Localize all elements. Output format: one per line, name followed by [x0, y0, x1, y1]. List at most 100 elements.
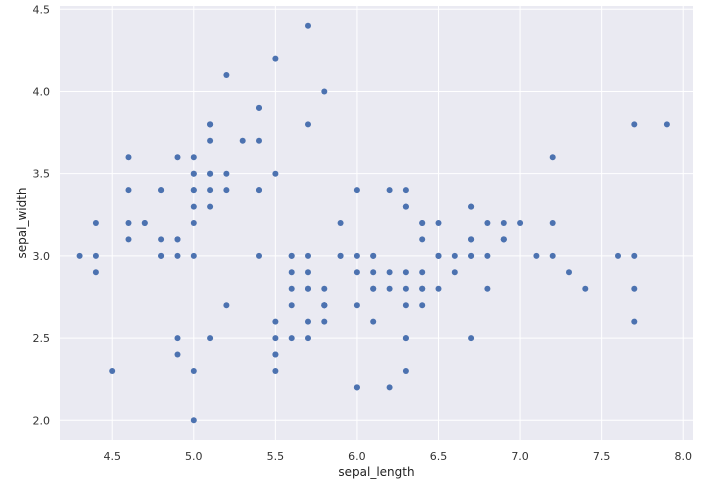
- data-point: [288, 335, 295, 342]
- x-tick-labels: 4.5 5.0 5.5 6.0 6.5 7.0 7.5 8.0: [103, 450, 692, 463]
- data-point: [305, 22, 311, 29]
- data-point: [190, 203, 197, 210]
- data-point: [484, 220, 491, 226]
- data-point: [451, 252, 458, 259]
- data-point: [272, 170, 279, 177]
- y-tick-label: 4.0: [33, 85, 51, 98]
- data-point: [109, 368, 116, 374]
- data-point: [190, 187, 197, 194]
- x-tick-label: 5.5: [267, 450, 285, 463]
- y-tick-label: 4.5: [33, 3, 51, 16]
- data-point: [419, 285, 426, 292]
- data-point: [288, 252, 295, 259]
- data-point: [321, 88, 328, 95]
- data-point: [402, 187, 409, 194]
- x-tick-label: 5.0: [185, 450, 203, 463]
- data-point: [223, 187, 230, 194]
- data-point: [631, 252, 638, 259]
- y-tick-labels: 2.0 2.5 3.0 3.5 4.0 4.5: [33, 3, 51, 427]
- data-point: [305, 318, 311, 325]
- data-point: [239, 137, 246, 144]
- data-point: [484, 285, 491, 292]
- data-point: [419, 302, 426, 309]
- data-point: [272, 55, 279, 62]
- data-points: [76, 22, 670, 424]
- data-point: [402, 269, 409, 276]
- data-point: [125, 187, 132, 194]
- data-point: [174, 154, 181, 161]
- y-tick-label: 3.0: [33, 250, 51, 263]
- data-point: [190, 170, 197, 177]
- data-point: [468, 203, 475, 210]
- data-point: [272, 368, 279, 374]
- data-point: [158, 236, 165, 243]
- data-point: [125, 154, 132, 161]
- data-point: [125, 220, 132, 226]
- data-point: [190, 417, 197, 424]
- data-point: [484, 252, 491, 259]
- y-tick-label: 3.5: [33, 168, 51, 181]
- data-point: [370, 318, 377, 325]
- data-point: [631, 121, 638, 128]
- data-point: [190, 368, 197, 374]
- data-point: [582, 285, 589, 292]
- data-point: [500, 236, 507, 243]
- y-tick-label: 2.0: [33, 414, 51, 427]
- data-point: [402, 302, 409, 309]
- data-point: [451, 269, 458, 276]
- data-point: [419, 269, 426, 276]
- data-point: [272, 335, 279, 342]
- data-point: [223, 170, 230, 177]
- data-point: [174, 335, 181, 342]
- data-point: [353, 252, 360, 259]
- data-point: [256, 187, 262, 194]
- data-point: [370, 285, 377, 292]
- data-point: [223, 302, 230, 309]
- data-point: [158, 252, 165, 259]
- data-point: [92, 269, 99, 276]
- data-point: [533, 252, 540, 259]
- data-point: [256, 104, 262, 111]
- x-tick-label: 6.5: [430, 450, 448, 463]
- data-point: [386, 269, 393, 276]
- x-tick-label: 6.0: [348, 450, 366, 463]
- data-point: [288, 269, 295, 276]
- x-axis-label: sepal_length: [338, 465, 414, 479]
- data-point: [223, 72, 230, 78]
- data-point: [566, 269, 572, 276]
- data-point: [631, 285, 638, 292]
- data-point: [272, 318, 279, 325]
- data-point: [321, 285, 328, 292]
- data-point: [141, 220, 148, 226]
- data-point: [288, 302, 295, 309]
- data-point: [663, 121, 670, 128]
- data-point: [92, 220, 99, 226]
- data-point: [353, 187, 360, 194]
- data-point: [288, 285, 295, 292]
- data-point: [435, 220, 442, 226]
- data-point: [402, 335, 409, 342]
- x-tick-label: 7.0: [511, 450, 529, 463]
- y-axis-label: sepal_width: [15, 187, 29, 258]
- data-point: [615, 252, 621, 259]
- data-point: [207, 335, 214, 342]
- data-point: [549, 154, 556, 161]
- data-point: [272, 351, 279, 358]
- data-point: [190, 220, 197, 226]
- data-point: [305, 252, 311, 259]
- data-point: [207, 187, 214, 194]
- data-point: [174, 351, 181, 358]
- data-point: [549, 220, 556, 226]
- data-point: [402, 203, 409, 210]
- data-point: [125, 236, 132, 243]
- data-point: [337, 220, 344, 226]
- data-point: [402, 368, 409, 374]
- data-point: [402, 285, 409, 292]
- data-point: [207, 170, 214, 177]
- data-point: [386, 384, 393, 391]
- data-point: [190, 154, 197, 161]
- data-point: [76, 252, 83, 259]
- data-point: [256, 137, 262, 144]
- data-point: [305, 285, 311, 292]
- data-point: [468, 252, 475, 259]
